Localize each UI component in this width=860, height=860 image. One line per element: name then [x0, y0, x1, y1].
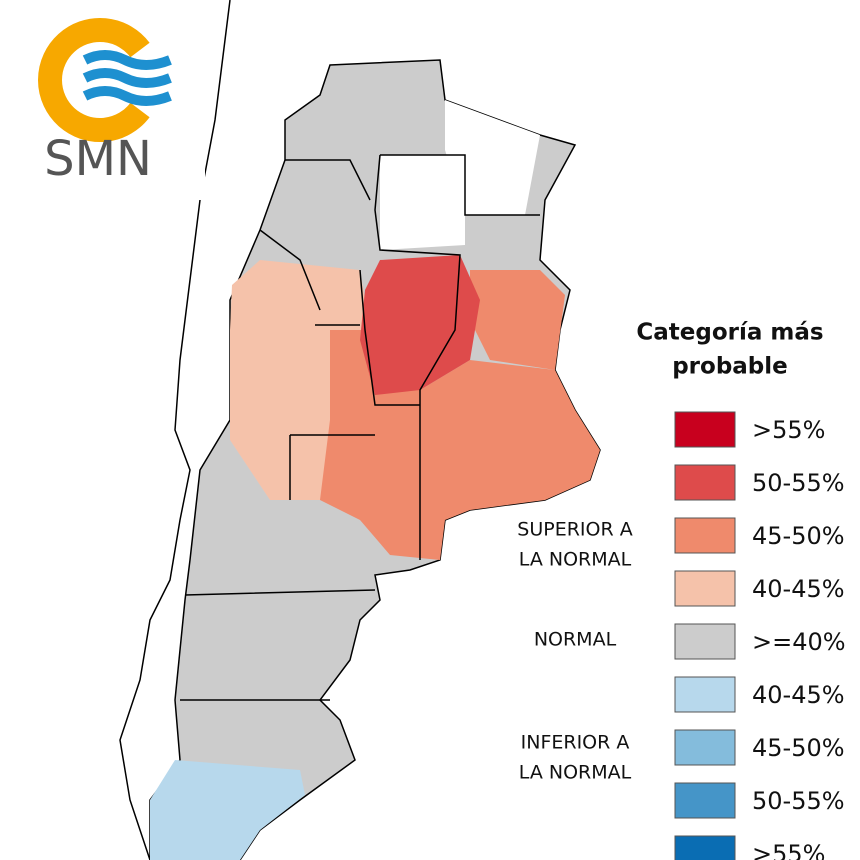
legend-label: 45-50%	[752, 522, 845, 550]
legend-group-label: NORMAL	[534, 629, 617, 651]
legend-group-label: SUPERIOR A	[517, 519, 632, 541]
legend-label: >55%	[752, 840, 825, 860]
legend-swatch	[674, 411, 736, 448]
legend-title: Categoría más	[636, 320, 823, 346]
logo-text: SMN	[44, 131, 152, 187]
map-body	[119, 0, 601, 860]
chile-coast	[119, 0, 231, 860]
legend-swatch	[674, 517, 736, 554]
legend-label: 40-45%	[752, 575, 845, 603]
legend-group-label: LA NORMAL	[519, 762, 632, 784]
legend-label: >55%	[752, 416, 825, 444]
legend-swatch	[674, 729, 736, 766]
legend-label: 50-55%	[752, 787, 845, 815]
legend-group-label: LA NORMAL	[519, 549, 632, 571]
legend-swatch	[674, 570, 736, 607]
legend-label: 40-45%	[752, 681, 845, 709]
zone-50-55-center	[360, 255, 480, 395]
logo-waves	[82, 50, 172, 106]
white-north	[380, 100, 540, 250]
legend-group-label: INFERIOR A	[521, 732, 630, 754]
legend-swatch	[674, 676, 736, 713]
legend-label: 45-50%	[752, 734, 845, 762]
legend-label: 50-55%	[752, 469, 845, 497]
zone-blue-south	[150, 760, 305, 860]
legend-swatch	[674, 782, 736, 819]
legend-swatch	[674, 623, 736, 660]
logo-sun	[38, 18, 150, 142]
legend: Categoría más probable >55% 50-55% 45-50% 40-…	[517, 320, 846, 860]
legend-swatch	[674, 464, 736, 501]
zone-45-50-east	[320, 270, 600, 560]
logo: SMN	[0, 0, 205, 200]
legend-label: >=40%	[752, 628, 846, 656]
legend-swatch	[674, 835, 736, 860]
legend-title: probable	[672, 354, 788, 380]
province-borders	[180, 154, 540, 701]
